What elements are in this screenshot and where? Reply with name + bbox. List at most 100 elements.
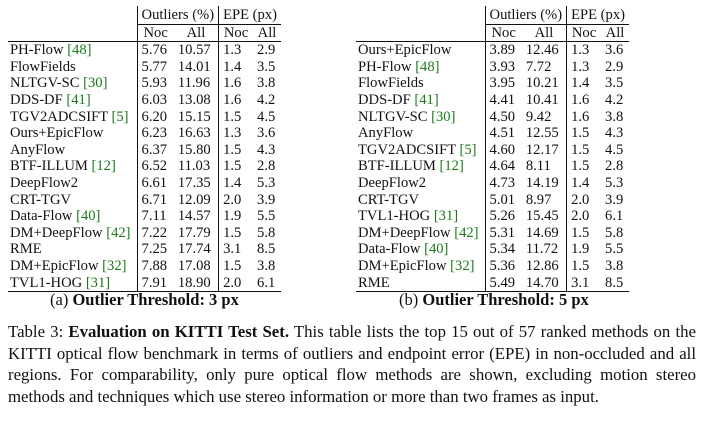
value-cell: 1.5 xyxy=(566,125,602,142)
value-cell: 2.9 xyxy=(253,41,281,59)
value-cell: 1.5 xyxy=(566,257,602,275)
table-row: RME 7.25 17.74 3.1 8.5 xyxy=(8,241,281,258)
value-cell: 5.34 xyxy=(484,241,522,258)
outliers-header: Outliers (%) xyxy=(484,6,567,25)
method-name: NLTGV-SC [30] xyxy=(10,75,108,92)
value-cell: 6.1 xyxy=(605,208,624,225)
table-row: CRT-TGV 6.71 12.09 2.0 3.9 xyxy=(8,191,281,209)
all-header: All xyxy=(521,23,567,42)
table-caption: Table 3: Evaluation on KITTI Test Set. T… xyxy=(8,321,696,408)
value-cell: 6.20 xyxy=(136,108,174,126)
all-header: All xyxy=(173,23,219,42)
value-cell: 12.86 xyxy=(525,257,559,274)
citation-link[interactable]: [32] xyxy=(102,257,127,274)
citation-link[interactable]: [42] xyxy=(454,224,479,241)
table-row: Ours+EpicFlow 6.23 16.63 1.3 3.6 xyxy=(8,125,281,142)
value-cell: 12.09 xyxy=(177,191,211,208)
value-cell: 3.89 xyxy=(484,41,522,59)
value-cell: 1.9 xyxy=(218,208,254,225)
method-name: DeepFlow2 xyxy=(358,174,427,191)
value-cell: 1.5 xyxy=(218,141,254,159)
citation-link[interactable]: [5] xyxy=(111,108,129,125)
table-row: AnyFlow 6.37 15.80 1.5 4.3 xyxy=(8,141,281,159)
citation-link[interactable]: [48] xyxy=(415,58,440,75)
citation-link[interactable]: [12] xyxy=(439,158,464,175)
noc-header: Noc xyxy=(484,23,522,42)
value-cell: 5.8 xyxy=(605,224,624,241)
value-cell: 11.03 xyxy=(177,158,211,175)
value-cell: 3.9 xyxy=(605,191,624,208)
citation-link[interactable]: [40] xyxy=(424,241,449,258)
citation-link[interactable]: [42] xyxy=(106,224,131,241)
citation-link[interactable]: [31] xyxy=(433,208,459,225)
value-cell: 1.6 xyxy=(566,108,602,126)
table-row: PH-Flow [48] 5.76 10.57 1.3 2.9 xyxy=(8,41,281,59)
citation-link[interactable]: [32] xyxy=(450,257,475,274)
value-cell: 13.08 xyxy=(177,91,211,108)
value-cell: 4.50 xyxy=(484,108,522,126)
value-cell: 4.5 xyxy=(605,141,624,158)
table-row: FlowFields 5.77 14.01 1.4 3.5 xyxy=(8,58,281,76)
value-cell: 1.3 xyxy=(218,41,254,59)
citation-link[interactable]: [41] xyxy=(66,91,91,108)
table-row: NLTGV-SC [30] 4.50 9.42 1.6 3.8 xyxy=(356,108,629,126)
table-row: TGV2ADCSIFT [5] 4.60 12.17 1.5 4.5 xyxy=(356,141,629,159)
method-name: DDS-DF [41] xyxy=(358,91,439,108)
value-cell: 4.3 xyxy=(257,141,276,158)
subcaption-b: (b) Outlier Threshold: 5 px xyxy=(399,290,589,309)
table-row: FlowFields 3.95 10.21 1.4 3.5 xyxy=(356,75,629,92)
method-name: CRT-TGV xyxy=(10,191,72,208)
value-cell: 9.42 xyxy=(525,108,552,125)
value-cell: 3.8 xyxy=(257,75,276,92)
epe-header: EPE (px) xyxy=(566,6,629,25)
citation-link[interactable]: [30] xyxy=(431,108,456,125)
method-name: NLTGV-SC [30] xyxy=(358,108,456,125)
value-cell: 6.37 xyxy=(136,141,174,159)
value-cell: 1.5 xyxy=(566,158,602,175)
value-cell: 3.93 xyxy=(484,58,522,76)
method-name: RME xyxy=(10,241,42,258)
noc-header: Noc xyxy=(136,23,174,42)
value-cell: 4.60 xyxy=(484,141,522,159)
citation-link[interactable]: [48] xyxy=(67,42,92,59)
value-cell: 3.5 xyxy=(605,75,624,92)
method-name: TVL1-HOG [31] xyxy=(8,274,138,293)
results-table-b: Outliers (%) EPE (px) Noc All Noc All Ou… xyxy=(356,6,629,293)
table-row: DM+DeepFlow [42] 5.31 14.69 1.5 5.8 xyxy=(356,224,629,242)
citation-link[interactable]: [5] xyxy=(459,141,477,158)
method-name: Data-Flow [40] xyxy=(10,208,101,225)
value-cell: 7.72 xyxy=(525,58,552,75)
value-cell: 15.45 xyxy=(525,208,559,225)
value-cell: 8.5 xyxy=(601,274,629,293)
value-cell: 1.3 xyxy=(566,58,602,76)
value-cell: 7.11 xyxy=(136,208,174,225)
noc-header: Noc xyxy=(566,23,602,42)
method-name: Data-Flow [40] xyxy=(358,241,449,258)
method-name: TGV2ADCSIFT [5] xyxy=(358,141,477,158)
citation-link[interactable]: [40] xyxy=(76,208,101,225)
value-cell: 4.64 xyxy=(484,158,522,175)
value-cell: 3.5 xyxy=(257,58,276,75)
citation-link[interactable]: [12] xyxy=(91,158,116,175)
value-cell: 8.97 xyxy=(525,191,552,208)
value-cell: 10.41 xyxy=(525,91,559,108)
method-name: DM+EpicFlow [32] xyxy=(10,257,127,274)
method-name: DDS-DF [41] xyxy=(10,91,91,108)
value-cell: 4.2 xyxy=(605,91,624,108)
value-cell: 6.61 xyxy=(136,174,174,192)
method-name: DM+DeepFlow [42] xyxy=(358,224,479,241)
table-row: TVL1-HOG [31] 7.91 18.90 2.0 6.1 xyxy=(8,274,281,293)
table-row: Data-Flow [40] 7.11 14.57 1.9 5.5 xyxy=(8,208,281,225)
value-cell: 2.9 xyxy=(605,58,624,75)
value-cell: 14.70 xyxy=(521,274,567,293)
method-name: DM+EpicFlow [32] xyxy=(358,257,475,274)
citation-link[interactable]: [30] xyxy=(83,75,108,92)
value-cell: 8.11 xyxy=(525,158,551,175)
citation-link[interactable]: [41] xyxy=(414,91,439,108)
value-cell: 1.5 xyxy=(566,141,602,159)
citation-link[interactable]: [31] xyxy=(85,274,111,291)
table-row: AnyFlow 4.51 12.55 1.5 4.3 xyxy=(356,125,629,142)
value-cell: 3.8 xyxy=(605,257,624,274)
value-cell: 4.2 xyxy=(257,91,276,108)
caption-label: Table 3: xyxy=(8,322,64,341)
